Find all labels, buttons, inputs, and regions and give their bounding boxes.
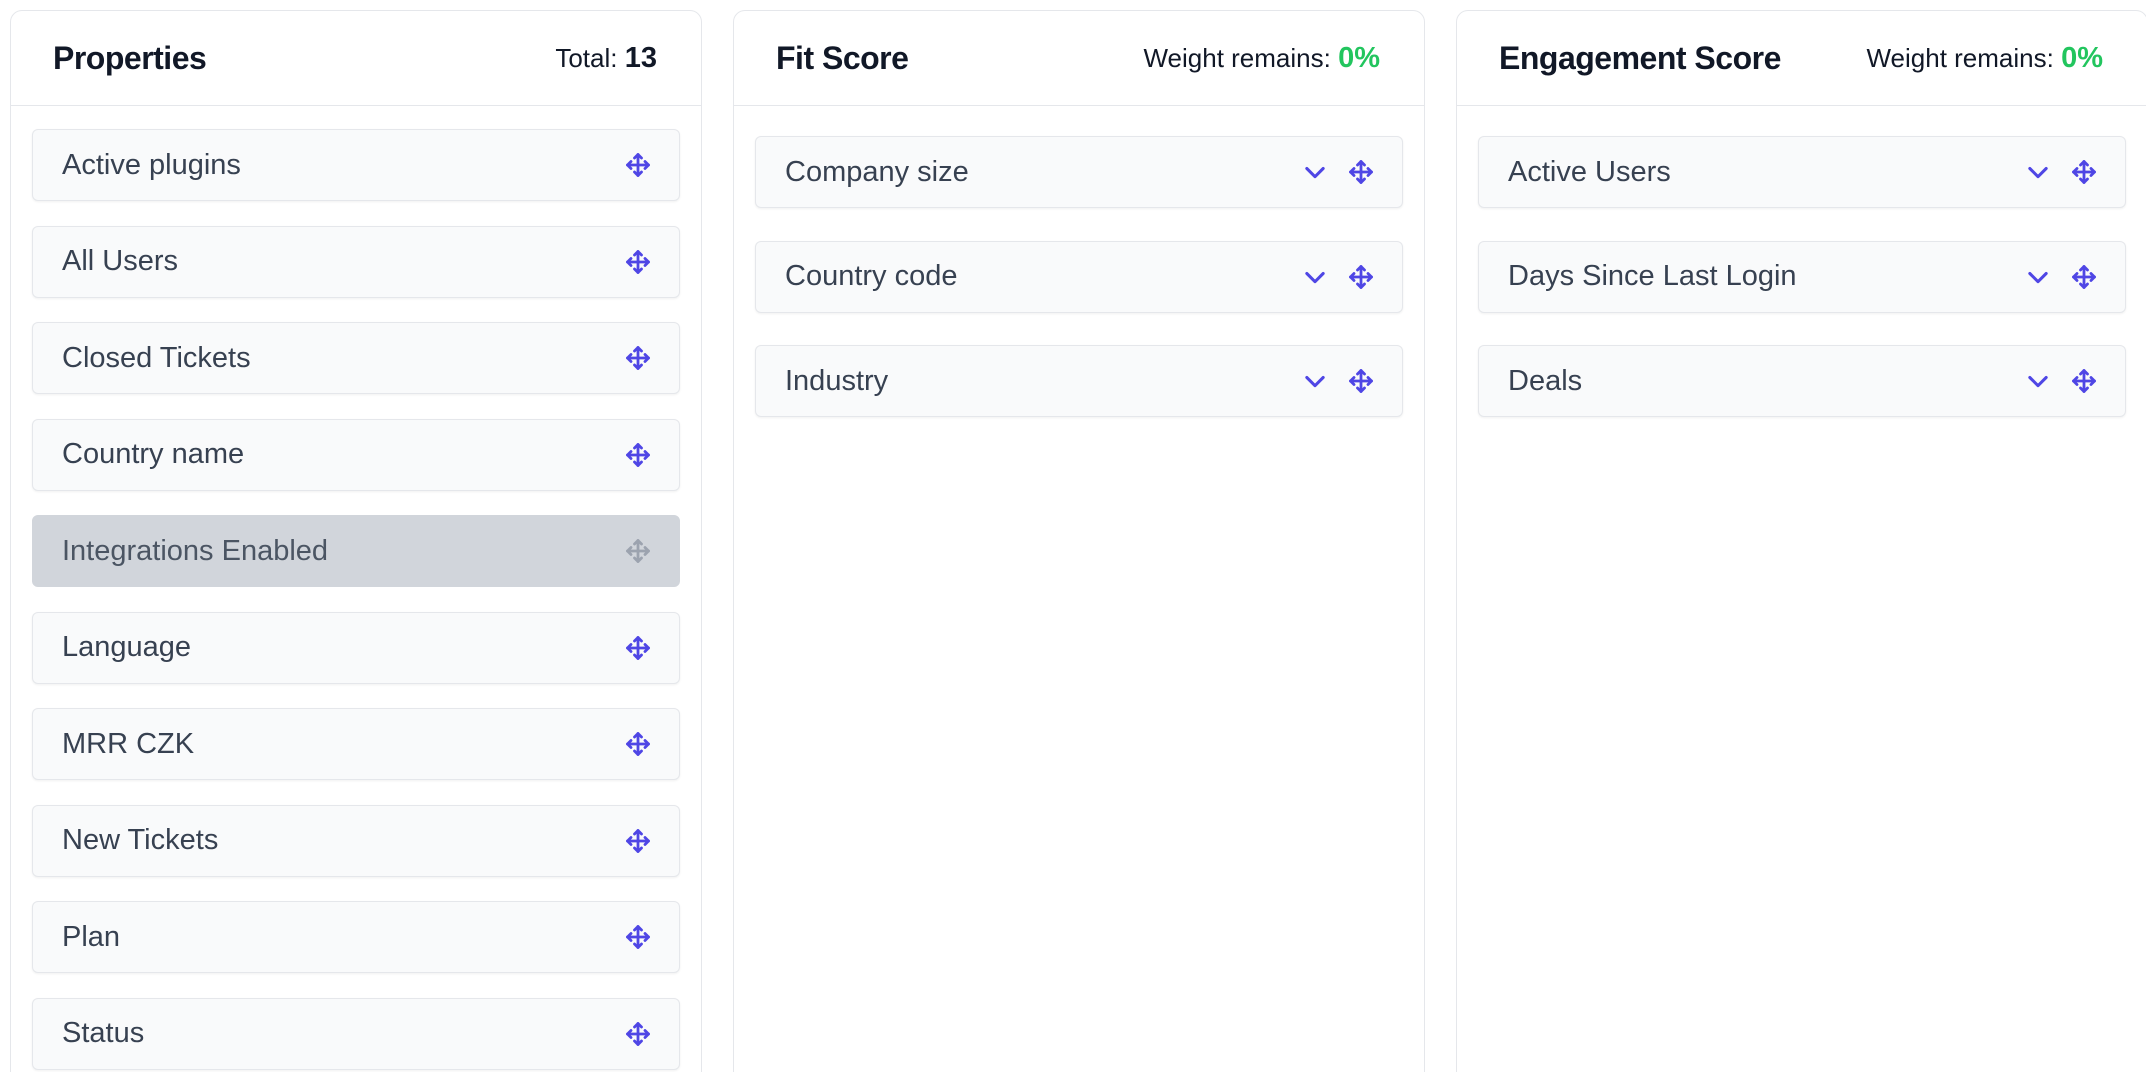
list-item[interactable]: MRR CZK	[32, 708, 680, 780]
list-item[interactable]: Country code	[755, 240, 1403, 313]
move-icon[interactable]	[623, 343, 653, 373]
list-item-controls	[623, 150, 653, 180]
list-item-controls	[623, 826, 653, 856]
move-icon[interactable]	[623, 922, 653, 952]
list-item[interactable]: Status	[32, 997, 680, 1070]
list-item[interactable]: Company size	[755, 136, 1403, 208]
list-item-controls	[623, 343, 653, 373]
move-icon[interactable]	[2069, 157, 2099, 187]
list-item-controls	[1300, 366, 1376, 396]
fit-score-title: Fit Score	[776, 39, 909, 76]
chevron-down-icon[interactable]	[2023, 157, 2053, 187]
properties-header: Properties Total: 13	[11, 11, 701, 106]
list-item[interactable]: Active plugins	[32, 129, 680, 201]
list-item-controls	[623, 440, 653, 470]
move-icon[interactable]	[1346, 262, 1376, 292]
list-item-label: Active Users	[1508, 155, 1671, 188]
list-item[interactable]: Industry	[755, 345, 1403, 417]
weight-label: Weight remains:	[1866, 42, 2054, 73]
list-item-label: Days Since Last Login	[1508, 260, 1797, 292]
list-item-label: Language	[62, 631, 192, 663]
weight-value: 0%	[2061, 41, 2103, 74]
engagement-score-header: Engagement Score Weight remains: 0%	[1457, 11, 2146, 106]
list-item-controls	[1300, 262, 1376, 292]
list-item[interactable]: Deals	[1478, 345, 2126, 417]
list-item-controls	[2023, 157, 2099, 187]
list-item-label: Country code	[785, 260, 958, 292]
chevron-down-icon[interactable]	[1300, 262, 1330, 292]
properties-total: Total: 13	[555, 42, 657, 75]
list-item-label: Company size	[785, 155, 969, 188]
properties-panel: Properties Total: 13 Active plugins All U…	[10, 10, 702, 1072]
list-item-label: Closed Tickets	[62, 341, 251, 374]
list-item-label: Plan	[62, 920, 121, 953]
engagement-score-title: Engagement Score	[1499, 39, 1781, 76]
list-item[interactable]: Closed Tickets	[32, 322, 680, 394]
list-item-controls	[623, 729, 653, 759]
list-item-controls	[2023, 262, 2099, 292]
list-item-label: Active plugins	[62, 148, 241, 181]
list-item[interactable]: Active Users	[1478, 136, 2126, 208]
list-item[interactable]: Plan	[32, 901, 680, 973]
engagement-score-weight: Weight remains: 0%	[1866, 42, 2103, 75]
list-item-label: Deals	[1508, 364, 1583, 397]
list-item-controls	[623, 633, 653, 663]
move-icon[interactable]	[2069, 262, 2099, 292]
list-item-controls	[623, 1019, 653, 1049]
list-item-label: New Tickets	[62, 824, 219, 856]
total-value: 13	[624, 41, 657, 74]
list-item-controls	[623, 922, 653, 952]
list-item-label: Status	[62, 1017, 145, 1049]
weight-value: 0%	[1338, 41, 1380, 74]
total-label: Total:	[555, 42, 618, 73]
fit-score-weight: Weight remains: 0%	[1143, 42, 1380, 75]
move-icon[interactable]	[1346, 366, 1376, 396]
list-item-label: MRR CZK	[62, 727, 195, 760]
list-item-controls	[623, 247, 653, 277]
list-item-controls	[1300, 157, 1376, 187]
move-icon[interactable]	[1346, 157, 1376, 187]
list-item[interactable]: New Tickets	[32, 804, 680, 877]
chevron-down-icon[interactable]	[2023, 366, 2053, 396]
list-item-controls	[623, 536, 653, 566]
move-icon[interactable]	[623, 247, 653, 277]
engagement-score-panel: Engagement Score Weight remains: 0% Acti…	[1456, 10, 2146, 1072]
fit-score-panel: Fit Score Weight remains: 0% Company siz…	[733, 10, 1425, 1072]
move-icon[interactable]	[2069, 366, 2099, 396]
chevron-down-icon[interactable]	[2023, 262, 2053, 292]
list-item-controls	[2023, 366, 2099, 396]
list-item-label: Industry	[785, 364, 889, 397]
list-item-label: All Users	[62, 245, 179, 277]
move-icon[interactable]	[623, 729, 653, 759]
chevron-down-icon[interactable]	[1300, 157, 1330, 187]
list-item[interactable]: Country name	[32, 418, 680, 491]
move-icon[interactable]	[623, 826, 653, 856]
properties-title: Properties	[53, 39, 207, 76]
move-icon[interactable]	[623, 1019, 653, 1049]
list-item[interactable]: Language	[32, 611, 680, 684]
list-item[interactable]: All Users	[32, 225, 680, 298]
fit-score-header: Fit Score Weight remains: 0%	[734, 11, 1424, 106]
move-icon[interactable]	[623, 440, 653, 470]
weight-label: Weight remains:	[1143, 42, 1331, 73]
move-icon[interactable]	[623, 150, 653, 180]
list-item[interactable]: Days Since Last Login	[1478, 240, 2126, 313]
list-item-label: Country name	[62, 438, 245, 470]
chevron-down-icon[interactable]	[1300, 366, 1330, 396]
move-icon[interactable]	[623, 633, 653, 663]
move-icon[interactable]	[623, 536, 653, 566]
list-item[interactable]: Integrations Enabled	[32, 515, 680, 587]
list-item-label: Integrations Enabled	[62, 534, 329, 567]
